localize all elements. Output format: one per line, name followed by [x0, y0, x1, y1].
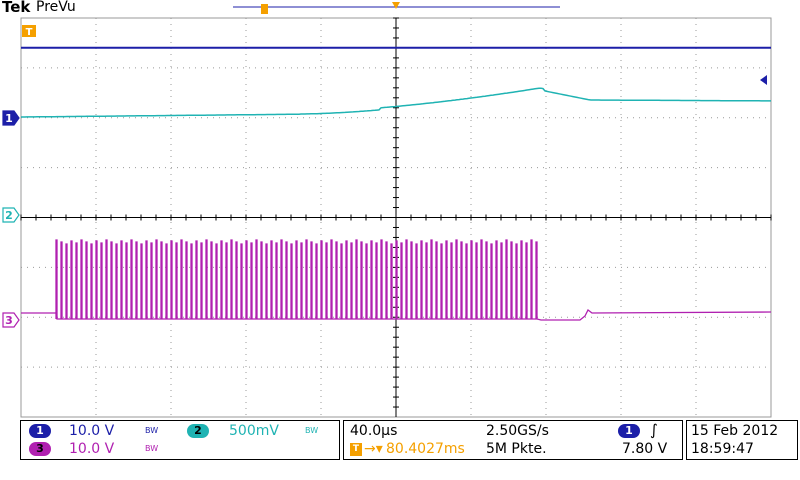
record-position-icon [261, 4, 268, 14]
trigger-time-icon [392, 2, 400, 9]
time: 18:59:47 [691, 441, 754, 457]
channel-1-ground-marker-label: 1 [5, 112, 13, 125]
datetime-panel: 15 Feb 2012 18:59:47 [686, 420, 798, 460]
trace-markers: T 1 2 3 [2, 2, 767, 328]
channel-1-ground-marker [2, 110, 20, 126]
trigger-level[interactable]: 7.80 V [622, 441, 668, 457]
channel-2-ground-marker [2, 207, 20, 223]
channel-1-badge[interactable]: 1 [29, 424, 51, 438]
channel-3-scale[interactable]: 10.0 V [69, 441, 115, 457]
waveform-traces [21, 46, 772, 321]
horizontal-position[interactable]: 80.4027ms [386, 441, 465, 457]
channel-2-bw-icon: BW [305, 426, 319, 435]
brand-label: Tek [2, 0, 31, 16]
sample-rate[interactable]: 2.50GS/s [486, 423, 549, 439]
timebase-panel[interactable]: 40.0µs 2.50GS/s T →▾ 80.4027ms 5M Pkte. … [343, 420, 683, 460]
acquisition-mode: PreVu [36, 0, 76, 15]
record-length[interactable]: 5M Pkte. [486, 441, 547, 457]
channel-2-badge[interactable]: 2 [187, 424, 209, 438]
channel-2-ground-marker-label: 2 [5, 209, 13, 222]
trigger-level-icon-label: T [26, 27, 33, 38]
channel-3-badge[interactable]: 3 [29, 442, 51, 456]
trigger-position-icon: T [350, 443, 362, 456]
horizontal-scale[interactable]: 40.0µs [350, 423, 398, 439]
channel-2-trace [21, 87, 771, 118]
trigger-level-icon [22, 25, 36, 37]
trigger-level-arrow-icon [760, 75, 767, 85]
graticule [20, 4, 772, 418]
date: 15 Feb 2012 [691, 423, 779, 439]
channel-3-ground-marker-label: 3 [5, 314, 13, 327]
trigger-arrow-icon: →▾ [364, 441, 383, 457]
rising-edge-icon[interactable]: ∫ [650, 421, 658, 439]
channel-readout-panel[interactable]: 1 10.0 V BW 2 500mV BW 3 10.0 V BW [20, 420, 340, 460]
channel-2-scale[interactable]: 500mV [229, 423, 279, 439]
channel-3-bw-icon: BW [145, 444, 159, 453]
channel-1-bw-icon: BW [145, 426, 159, 435]
channel-3-ground-marker [2, 312, 20, 328]
channel-3-trace [21, 239, 772, 321]
trigger-source-badge[interactable]: 1 [618, 424, 640, 438]
channel-1-scale[interactable]: 10.0 V [69, 423, 115, 439]
